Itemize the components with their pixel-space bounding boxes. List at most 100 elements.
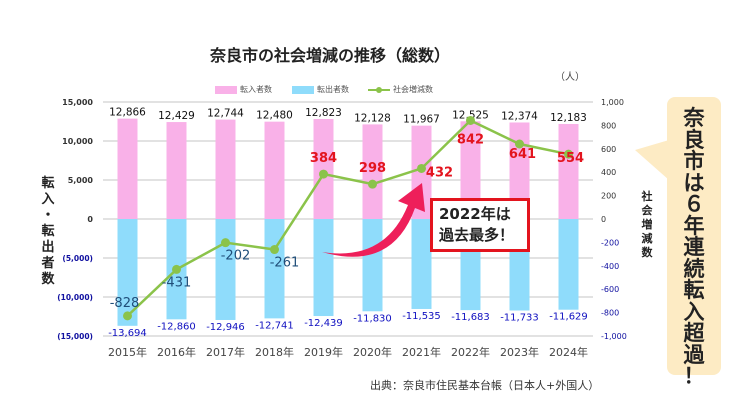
net-data-label: -828: [110, 296, 140, 311]
net-point: [221, 238, 230, 248]
bar-inflow: [166, 122, 187, 219]
y2-tick-label: 0: [601, 215, 606, 224]
x-tick-label: 2015年: [108, 345, 147, 359]
legend-label: 社会増減数: [393, 85, 433, 94]
annotation-line: 2022年は: [439, 205, 511, 223]
outflow-data-label: -11,733: [500, 313, 539, 324]
y2-tick-label: -600: [601, 285, 619, 294]
legend-label: 転出者数: [317, 85, 349, 94]
y2-tick-label: 800: [601, 121, 616, 130]
inflow-data-label: 12,374: [501, 110, 538, 122]
y2-tick-label: -800: [601, 309, 619, 318]
callout-bubble: [667, 97, 721, 375]
bar-inflow: [509, 122, 530, 219]
x-tick-label: 2024年: [549, 345, 588, 359]
inflow-data-label: 12,823: [305, 107, 342, 119]
bar-inflow: [215, 119, 236, 219]
bar-outflow: [215, 219, 236, 320]
legend-swatch: [215, 85, 237, 94]
net-point: [319, 169, 328, 179]
net-point: [564, 149, 573, 159]
outflow-data-label: -12,946: [206, 322, 245, 333]
net-data-label: 641: [509, 147, 536, 162]
net-line: [126, 118, 569, 317]
x-tick-label: 2018年: [255, 345, 294, 359]
net-data-label: 384: [310, 151, 337, 166]
source-note: 出典：奈良市住民基本台帳（日本人+外国人）: [370, 379, 600, 392]
y-tick-label: (15,000): [57, 332, 93, 341]
inflow-data-label: 11,967: [403, 114, 440, 126]
net-data-label: -202: [221, 249, 251, 264]
net-data-label: -261: [270, 256, 300, 271]
y2-axis-label: 社会増減数: [641, 190, 653, 259]
net-point: [270, 245, 279, 255]
arrow-icon: [322, 183, 425, 257]
callout-text: 奈良市は ６ 年連続転入超過！: [683, 106, 705, 388]
net-point: [515, 139, 524, 149]
chart-title: 奈良市の社会増減の推移（総数）: [209, 46, 450, 65]
outflow-data-label: -12,860: [157, 321, 196, 332]
y-tick-label: 10,000: [62, 137, 93, 146]
legend-label: 転入者数: [240, 85, 272, 94]
y-tick-label: (5,000): [62, 254, 93, 263]
annotation-box: 2022年は 過去最多！: [430, 198, 530, 252]
bar-inflow: [117, 118, 138, 219]
y2-tick-label: -1,000: [601, 332, 627, 341]
net-point: [172, 264, 181, 274]
y2-tick-label: -200: [601, 238, 619, 247]
x-tick-label: 2022年: [451, 345, 490, 359]
net-data-label: 554: [557, 151, 584, 166]
outflow-data-label: -11,535: [402, 311, 441, 322]
x-tick-label: 2021年: [402, 345, 441, 359]
x-tick-label: 2016年: [157, 345, 196, 359]
outflow-data-label: -11,683: [451, 312, 490, 323]
legend-inflow: 転入者数: [215, 84, 272, 95]
bar-outflow: [117, 219, 138, 326]
callout-tail: [635, 140, 669, 180]
unit-label: （人）: [555, 72, 585, 83]
net-point: [123, 311, 132, 321]
inflow-data-label: 12,744: [207, 108, 244, 120]
x-tick-label: 2017年: [206, 345, 245, 359]
annotation-line: 過去最多！: [439, 226, 515, 244]
y-tick-label: 15,000: [62, 98, 93, 107]
y2-tick-label: 200: [601, 192, 616, 201]
net-point: [417, 163, 426, 173]
legend-line-icon: [368, 86, 390, 93]
y2-tick-label: 600: [601, 145, 616, 154]
net-point: [466, 115, 475, 125]
bar-inflow: [362, 124, 383, 219]
y2-tick-label: 400: [601, 168, 616, 177]
bar-outflow: [362, 219, 383, 312]
outflow-data-label: -11,830: [353, 313, 392, 324]
bar-inflow: [460, 121, 481, 219]
outflow-data-label: -13,694: [108, 328, 147, 339]
bar-inflow: [313, 118, 334, 219]
inflow-data-label: 12,183: [550, 112, 587, 124]
legend-swatch: [292, 85, 314, 94]
outflow-data-label: -12,741: [255, 320, 294, 331]
net-data-label: 298: [359, 161, 386, 176]
net-data-label: -431: [162, 275, 192, 290]
bar-inflow: [264, 121, 285, 219]
inflow-data-label: 12,429: [158, 110, 195, 122]
outflow-data-label: -11,629: [549, 312, 588, 323]
net-point: [368, 179, 377, 189]
bar-inflow: [558, 123, 579, 219]
x-tick-label: 2020年: [353, 345, 392, 359]
y-tick-label: 0: [87, 215, 93, 224]
inflow-data-label: 12,525: [452, 109, 489, 121]
bar-outflow: [411, 219, 432, 309]
y2-tick-label: -400: [601, 262, 619, 271]
inflow-data-label: 12,480: [256, 110, 293, 122]
x-tick-label: 2023年: [500, 345, 539, 359]
y-tick-label: 5,000: [68, 176, 94, 185]
net-data-label: 842: [457, 132, 484, 147]
y-tick-label: (10,000): [57, 293, 93, 302]
y2-tick-label: 1,000: [601, 98, 624, 107]
legend-outflow: 転出者数: [292, 84, 349, 95]
bar-outflow: [558, 219, 579, 310]
net-data-label: 432: [426, 165, 453, 180]
